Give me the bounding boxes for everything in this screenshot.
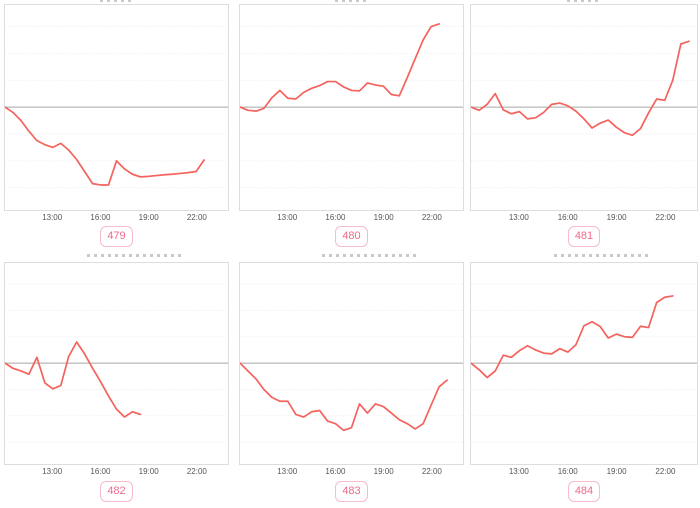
line-chart-483 bbox=[239, 262, 464, 465]
clipped-chart-title bbox=[99, 0, 134, 2]
series-line bbox=[240, 362, 448, 432]
x-tick-label: 16:00 bbox=[557, 213, 578, 222]
chart-card-479: 13:00 16:00 19:00 22:00 479 bbox=[4, 0, 229, 250]
clipped-chart-title bbox=[334, 0, 369, 2]
series-line bbox=[5, 106, 205, 186]
chart-card-481: 13:00 16:00 19:00 22:00 481 bbox=[470, 0, 698, 250]
x-tick-label: 13:00 bbox=[277, 213, 298, 222]
x-axis-ticks: 13:00 16:00 19:00 22:00 bbox=[239, 467, 464, 478]
badge-row: 481 bbox=[470, 226, 698, 247]
x-axis-ticks: 13:00 16:00 19:00 22:00 bbox=[239, 213, 464, 224]
x-axis-ticks: 13:00 16:00 19:00 22:00 bbox=[4, 213, 229, 224]
x-tick-label: 22:00 bbox=[186, 213, 207, 222]
x-tick-label: 22:00 bbox=[421, 213, 442, 222]
x-tick-label: 16:00 bbox=[90, 213, 111, 222]
x-tick-label: 22:00 bbox=[655, 467, 676, 476]
line-chart-481 bbox=[470, 4, 698, 211]
x-tick-label: 22:00 bbox=[655, 213, 676, 222]
x-tick-label: 13:00 bbox=[42, 213, 63, 222]
series-line bbox=[471, 295, 674, 379]
x-tick-label: 13:00 bbox=[277, 467, 298, 476]
x-tick-label: 13:00 bbox=[508, 213, 529, 222]
x-tick-label: 19:00 bbox=[606, 213, 627, 222]
x-tick-label: 19:00 bbox=[606, 467, 627, 476]
x-tick-label: 16:00 bbox=[325, 467, 346, 476]
chart-card-482: 13:00 16:00 19:00 22:00 482 bbox=[4, 251, 229, 508]
badge-row: 480 bbox=[239, 226, 464, 247]
badge-row: 482 bbox=[4, 481, 229, 502]
badge-row: 479 bbox=[4, 226, 229, 247]
x-tick-label: 19:00 bbox=[138, 213, 159, 222]
badge-row: 483 bbox=[239, 481, 464, 502]
chart-id-badge-481[interactable]: 481 bbox=[567, 226, 601, 247]
series-line bbox=[471, 40, 690, 137]
chart-id-badge-483[interactable]: 483 bbox=[335, 481, 368, 502]
chart-id-badge-479[interactable]: 479 bbox=[100, 226, 133, 247]
x-axis-ticks: 13:00 16:00 19:00 22:00 bbox=[470, 213, 698, 224]
x-axis-ticks: 13:00 16:00 19:00 22:00 bbox=[4, 467, 229, 478]
x-tick-label: 13:00 bbox=[42, 467, 63, 476]
x-tick-label: 13:00 bbox=[508, 467, 529, 476]
clipped-chart-title bbox=[86, 254, 183, 257]
clipped-chart-title bbox=[321, 254, 418, 257]
x-tick-label: 22:00 bbox=[421, 467, 442, 476]
clipped-chart-title bbox=[554, 254, 650, 257]
line-chart-482 bbox=[4, 262, 229, 465]
chart-card-480: 13:00 16:00 19:00 22:00 480 bbox=[239, 0, 464, 250]
clipped-chart-title bbox=[567, 0, 601, 2]
chart-id-badge-484[interactable]: 484 bbox=[567, 481, 601, 502]
series-line bbox=[240, 23, 440, 112]
line-chart-480 bbox=[239, 4, 464, 211]
line-chart-479 bbox=[4, 4, 229, 211]
chart-card-483: 13:00 16:00 19:00 22:00 483 bbox=[239, 251, 464, 508]
x-axis-ticks: 13:00 16:00 19:00 22:00 bbox=[470, 467, 698, 478]
chart-id-badge-480[interactable]: 480 bbox=[335, 226, 368, 247]
chart-card-484: 13:00 16:00 19:00 22:00 484 bbox=[470, 251, 698, 508]
series-line bbox=[5, 341, 142, 418]
badge-row: 484 bbox=[470, 481, 698, 502]
x-tick-label: 19:00 bbox=[138, 467, 159, 476]
chart-id-badge-482[interactable]: 482 bbox=[100, 481, 133, 502]
x-tick-label: 16:00 bbox=[90, 467, 111, 476]
x-tick-label: 19:00 bbox=[373, 213, 394, 222]
x-tick-label: 19:00 bbox=[373, 467, 394, 476]
x-tick-label: 22:00 bbox=[186, 467, 207, 476]
line-chart-484 bbox=[470, 262, 698, 465]
x-tick-label: 16:00 bbox=[325, 213, 346, 222]
x-tick-label: 16:00 bbox=[557, 467, 578, 476]
